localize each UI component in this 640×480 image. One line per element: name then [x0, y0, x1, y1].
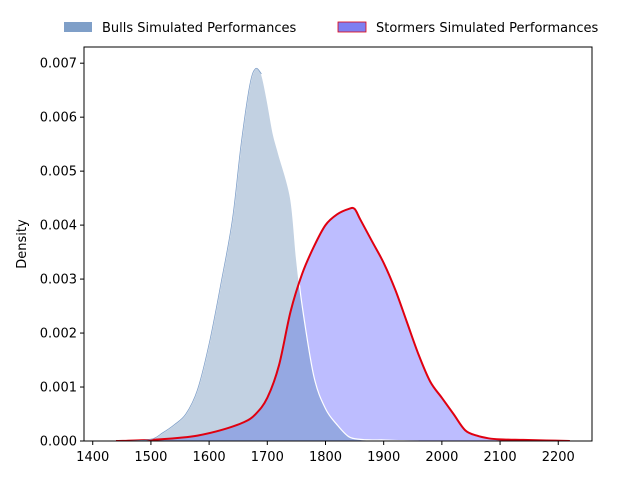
x-tick-label: 1900	[367, 450, 400, 465]
y-tick-label: 0.007	[40, 57, 77, 72]
y-axis: 0.000 0.001 0.002 0.003 0.004 0.005 0.006 0.007	[40, 57, 84, 450]
x-tick-label: 1600	[193, 450, 226, 465]
legend-label-stormers: Stormers Simulated Performances	[376, 21, 599, 36]
x-tick-label: 1700	[251, 450, 284, 465]
y-axis-label: Density	[15, 219, 30, 269]
x-tick-label: 1400	[76, 450, 109, 465]
y-tick-label: 0.000	[40, 435, 77, 450]
legend: Bulls Simulated Performances Stormers Si…	[64, 21, 599, 36]
y-tick-label: 0.005	[40, 165, 77, 180]
x-axis: 1400 1500 1600 1700 1800 1900 2000 2100 2200	[76, 441, 575, 465]
x-tick-label: 1800	[309, 450, 342, 465]
axes-frame	[83, 46, 593, 442]
density-area-bulls	[127, 67, 419, 441]
density-edge-bulls	[127, 67, 262, 441]
plot-area	[115, 67, 570, 441]
density-line-stormers	[115, 206, 570, 441]
y-tick-label: 0.006	[40, 111, 77, 126]
legend-label-bulls: Bulls Simulated Performances	[102, 21, 296, 36]
legend-swatch-stormers	[337, 21, 367, 33]
y-tick-label: 0.003	[40, 273, 77, 288]
x-tick-label: 2200	[542, 450, 575, 465]
y-tick-label: 0.002	[40, 327, 77, 342]
legend-swatch-bulls	[64, 22, 92, 32]
x-tick-label: 1500	[134, 450, 167, 465]
y-tick-label: 0.001	[40, 381, 77, 396]
x-tick-label: 2000	[425, 450, 458, 465]
density-area-stormers	[116, 207, 570, 441]
x-tick-label: 2100	[484, 450, 517, 465]
y-tick-label: 0.004	[40, 219, 77, 234]
